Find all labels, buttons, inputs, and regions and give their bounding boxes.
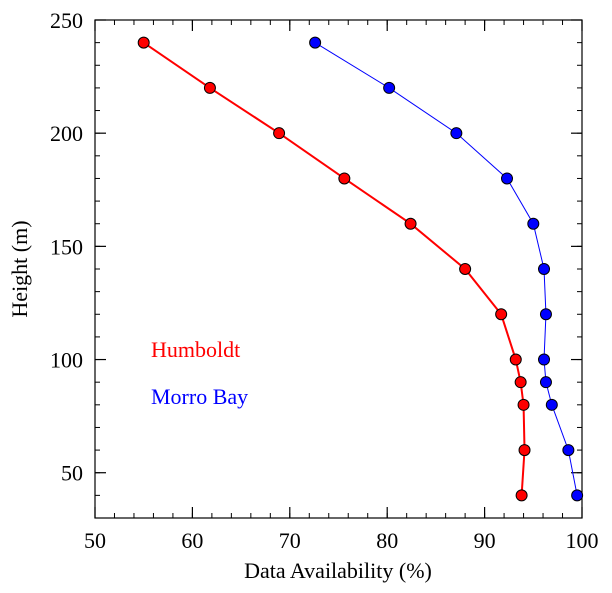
- data-point-humboldt: [273, 127, 286, 140]
- x-tick-label: 90: [474, 528, 496, 553]
- y-tick-label: 200: [50, 121, 83, 146]
- x-axis-label: Data Availability (%): [244, 558, 432, 583]
- x-tick-label: 50: [84, 528, 106, 553]
- legend-humboldt: Humboldt: [151, 337, 240, 362]
- data-point-morro-bay: [539, 376, 552, 389]
- x-tick-label: 100: [566, 528, 599, 553]
- data-point-morro-bay: [562, 444, 575, 457]
- minor-ticks: [94, 19, 583, 519]
- x-tick-label: 80: [376, 528, 398, 553]
- y-tick-label: 250: [50, 8, 83, 33]
- tick-labels: 50 60 70 80 90 100 50 100 150 200 250: [50, 8, 599, 553]
- major-ticks: [94, 19, 583, 518]
- data-point-morro-bay: [545, 398, 558, 411]
- data-point-humboldt: [518, 444, 531, 457]
- data-point-humboldt: [495, 308, 508, 321]
- y-axis-label: Height (m): [7, 220, 32, 317]
- data-point-humboldt: [517, 398, 530, 411]
- x-tick-label: 60: [181, 528, 203, 553]
- data-point-morro-bay: [383, 81, 396, 94]
- data-point-humboldt: [459, 263, 472, 275]
- data-point-morro-bay: [501, 172, 514, 185]
- y-tick-label: 150: [50, 234, 83, 259]
- legend-morro-bay: Morro Bay: [151, 384, 248, 409]
- data-point-morro-bay: [527, 217, 540, 230]
- data-point-morro-bay: [538, 263, 551, 275]
- data-point-humboldt: [137, 36, 150, 49]
- data-point-humboldt: [338, 172, 351, 185]
- x-tick-label: 70: [279, 528, 301, 553]
- data-point-morro-bay: [450, 127, 463, 140]
- plot-frame: [94, 19, 583, 519]
- data-point-morro-bay: [309, 36, 322, 49]
- data-point-humboldt: [404, 217, 417, 230]
- data-point-morro-bay: [571, 489, 584, 502]
- data-point-morro-bay: [539, 308, 552, 321]
- y-tick-label: 100: [50, 348, 83, 373]
- data-point-humboldt: [509, 353, 522, 366]
- data-point-morro-bay: [538, 353, 551, 366]
- data-point-humboldt: [514, 376, 527, 389]
- data-point-humboldt: [203, 81, 216, 94]
- data-point-humboldt: [515, 489, 528, 502]
- series-line-morro-bay: [314, 42, 578, 496]
- y-tick-label: 50: [61, 461, 83, 486]
- series-layer: [137, 36, 584, 502]
- series-line-humboldt: [143, 41, 526, 496]
